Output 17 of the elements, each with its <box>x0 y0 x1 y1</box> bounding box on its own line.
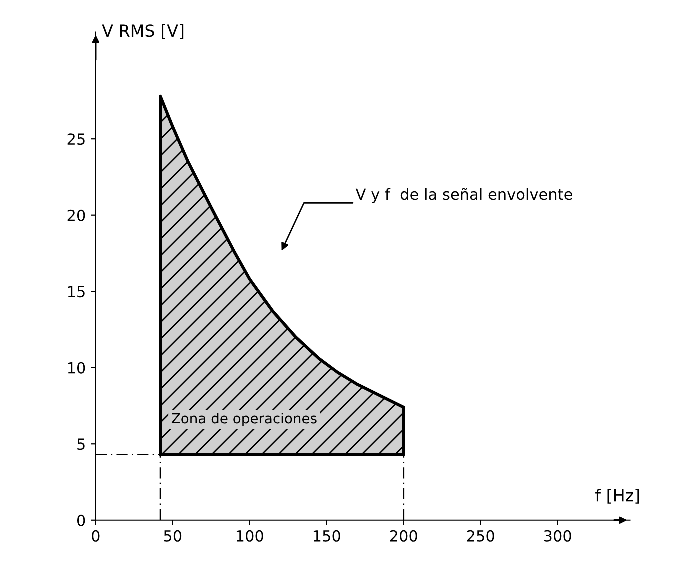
x-axis-title: f [Hz] <box>596 489 640 504</box>
y-tick-label: 5 <box>78 438 85 450</box>
x-tick-label: 150 <box>314 530 340 542</box>
y-tick-label: 10 <box>68 362 86 374</box>
y-tick-label: 15 <box>68 286 85 298</box>
annotation: V y f de la señal envolvente <box>356 188 572 204</box>
y-tick-label: 25 <box>68 134 85 146</box>
y-tick-label: 20 <box>68 210 86 222</box>
x-tick-label: 50 <box>164 530 182 542</box>
x-tick-label: 0 <box>92 530 100 542</box>
x-tick-label: 100 <box>236 530 264 542</box>
annotation: Zona de operaciones <box>172 413 317 426</box>
y-axis-title: V RMS [V] <box>102 24 184 40</box>
x-tick-label: 200 <box>390 530 418 542</box>
x-tick-label: 300 <box>544 530 572 542</box>
x-tick-label: 250 <box>467 530 494 542</box>
y-tick-label: 0 <box>77 514 86 526</box>
